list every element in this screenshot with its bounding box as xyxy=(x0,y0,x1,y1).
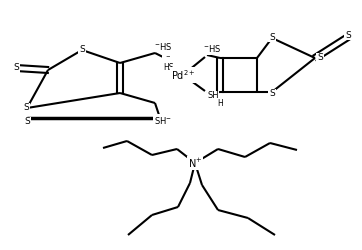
Text: S: S xyxy=(23,104,29,112)
Text: N$^{+}$: N$^{+}$ xyxy=(188,156,202,170)
Text: S: S xyxy=(317,54,323,62)
Text: S: S xyxy=(24,118,30,126)
Text: S: S xyxy=(345,30,351,40)
Text: S: S xyxy=(269,90,275,98)
Text: S: S xyxy=(79,44,85,54)
Text: S: S xyxy=(269,32,275,42)
Text: SH$^{-}$: SH$^{-}$ xyxy=(154,114,172,126)
Text: $^{-}$HS: $^{-}$HS xyxy=(154,40,172,52)
Text: Pd$^{2+}$: Pd$^{2+}$ xyxy=(171,68,195,82)
Text: SH: SH xyxy=(207,92,219,100)
Text: $^{-}$HS: $^{-}$HS xyxy=(203,44,221,54)
Text: $^{-}$
HS: $^{-}$ HS xyxy=(163,52,173,72)
Text: H: H xyxy=(217,100,223,108)
Text: S: S xyxy=(13,64,19,72)
